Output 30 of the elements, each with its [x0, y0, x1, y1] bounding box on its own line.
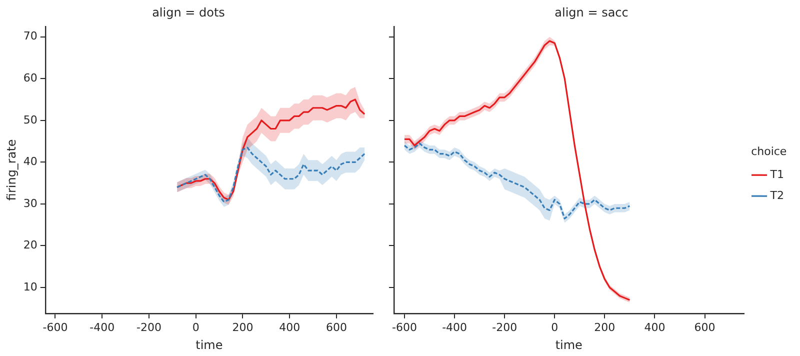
legend-label: T2 [769, 188, 784, 202]
x-tick-label: -400 [90, 320, 115, 334]
x-tick-label: 600 [694, 320, 716, 334]
x-tick-label: 200 [594, 320, 616, 334]
y-tick-label: 30 [23, 196, 38, 210]
y-axis-title: firing_rate [4, 139, 18, 201]
x-tick-label: 600 [326, 320, 347, 334]
x-axis-title: time [196, 338, 223, 352]
y-tick-label: 20 [23, 238, 38, 252]
y-tick-label: 50 [23, 113, 38, 126]
x-tick-label: 200 [232, 320, 254, 334]
x-tick-label: -600 [42, 320, 68, 334]
legend-label: T1 [769, 168, 784, 181]
y-tick-label: 40 [23, 155, 38, 168]
x-tick-label: -600 [392, 320, 417, 334]
y-tick-label: 70 [23, 30, 38, 43]
x-tick-label: -400 [442, 320, 468, 334]
chart-title: align = dots [152, 5, 225, 20]
line-series [176, 146, 366, 203]
y-tick-label: 10 [23, 280, 38, 294]
x-tick-label: 400 [644, 320, 666, 334]
legend-title: choice [751, 144, 787, 158]
y-tick-label: 60 [23, 71, 38, 84]
x-tick-label: -200 [136, 320, 162, 334]
x-tick-label: 0 [551, 320, 558, 334]
x-tick-label: 0 [192, 320, 200, 334]
x-tick-label: -200 [492, 320, 518, 334]
chart-title: align = sacc [554, 5, 628, 20]
x-tick-label: 400 [279, 320, 300, 334]
x-axis-title: time [555, 338, 582, 352]
